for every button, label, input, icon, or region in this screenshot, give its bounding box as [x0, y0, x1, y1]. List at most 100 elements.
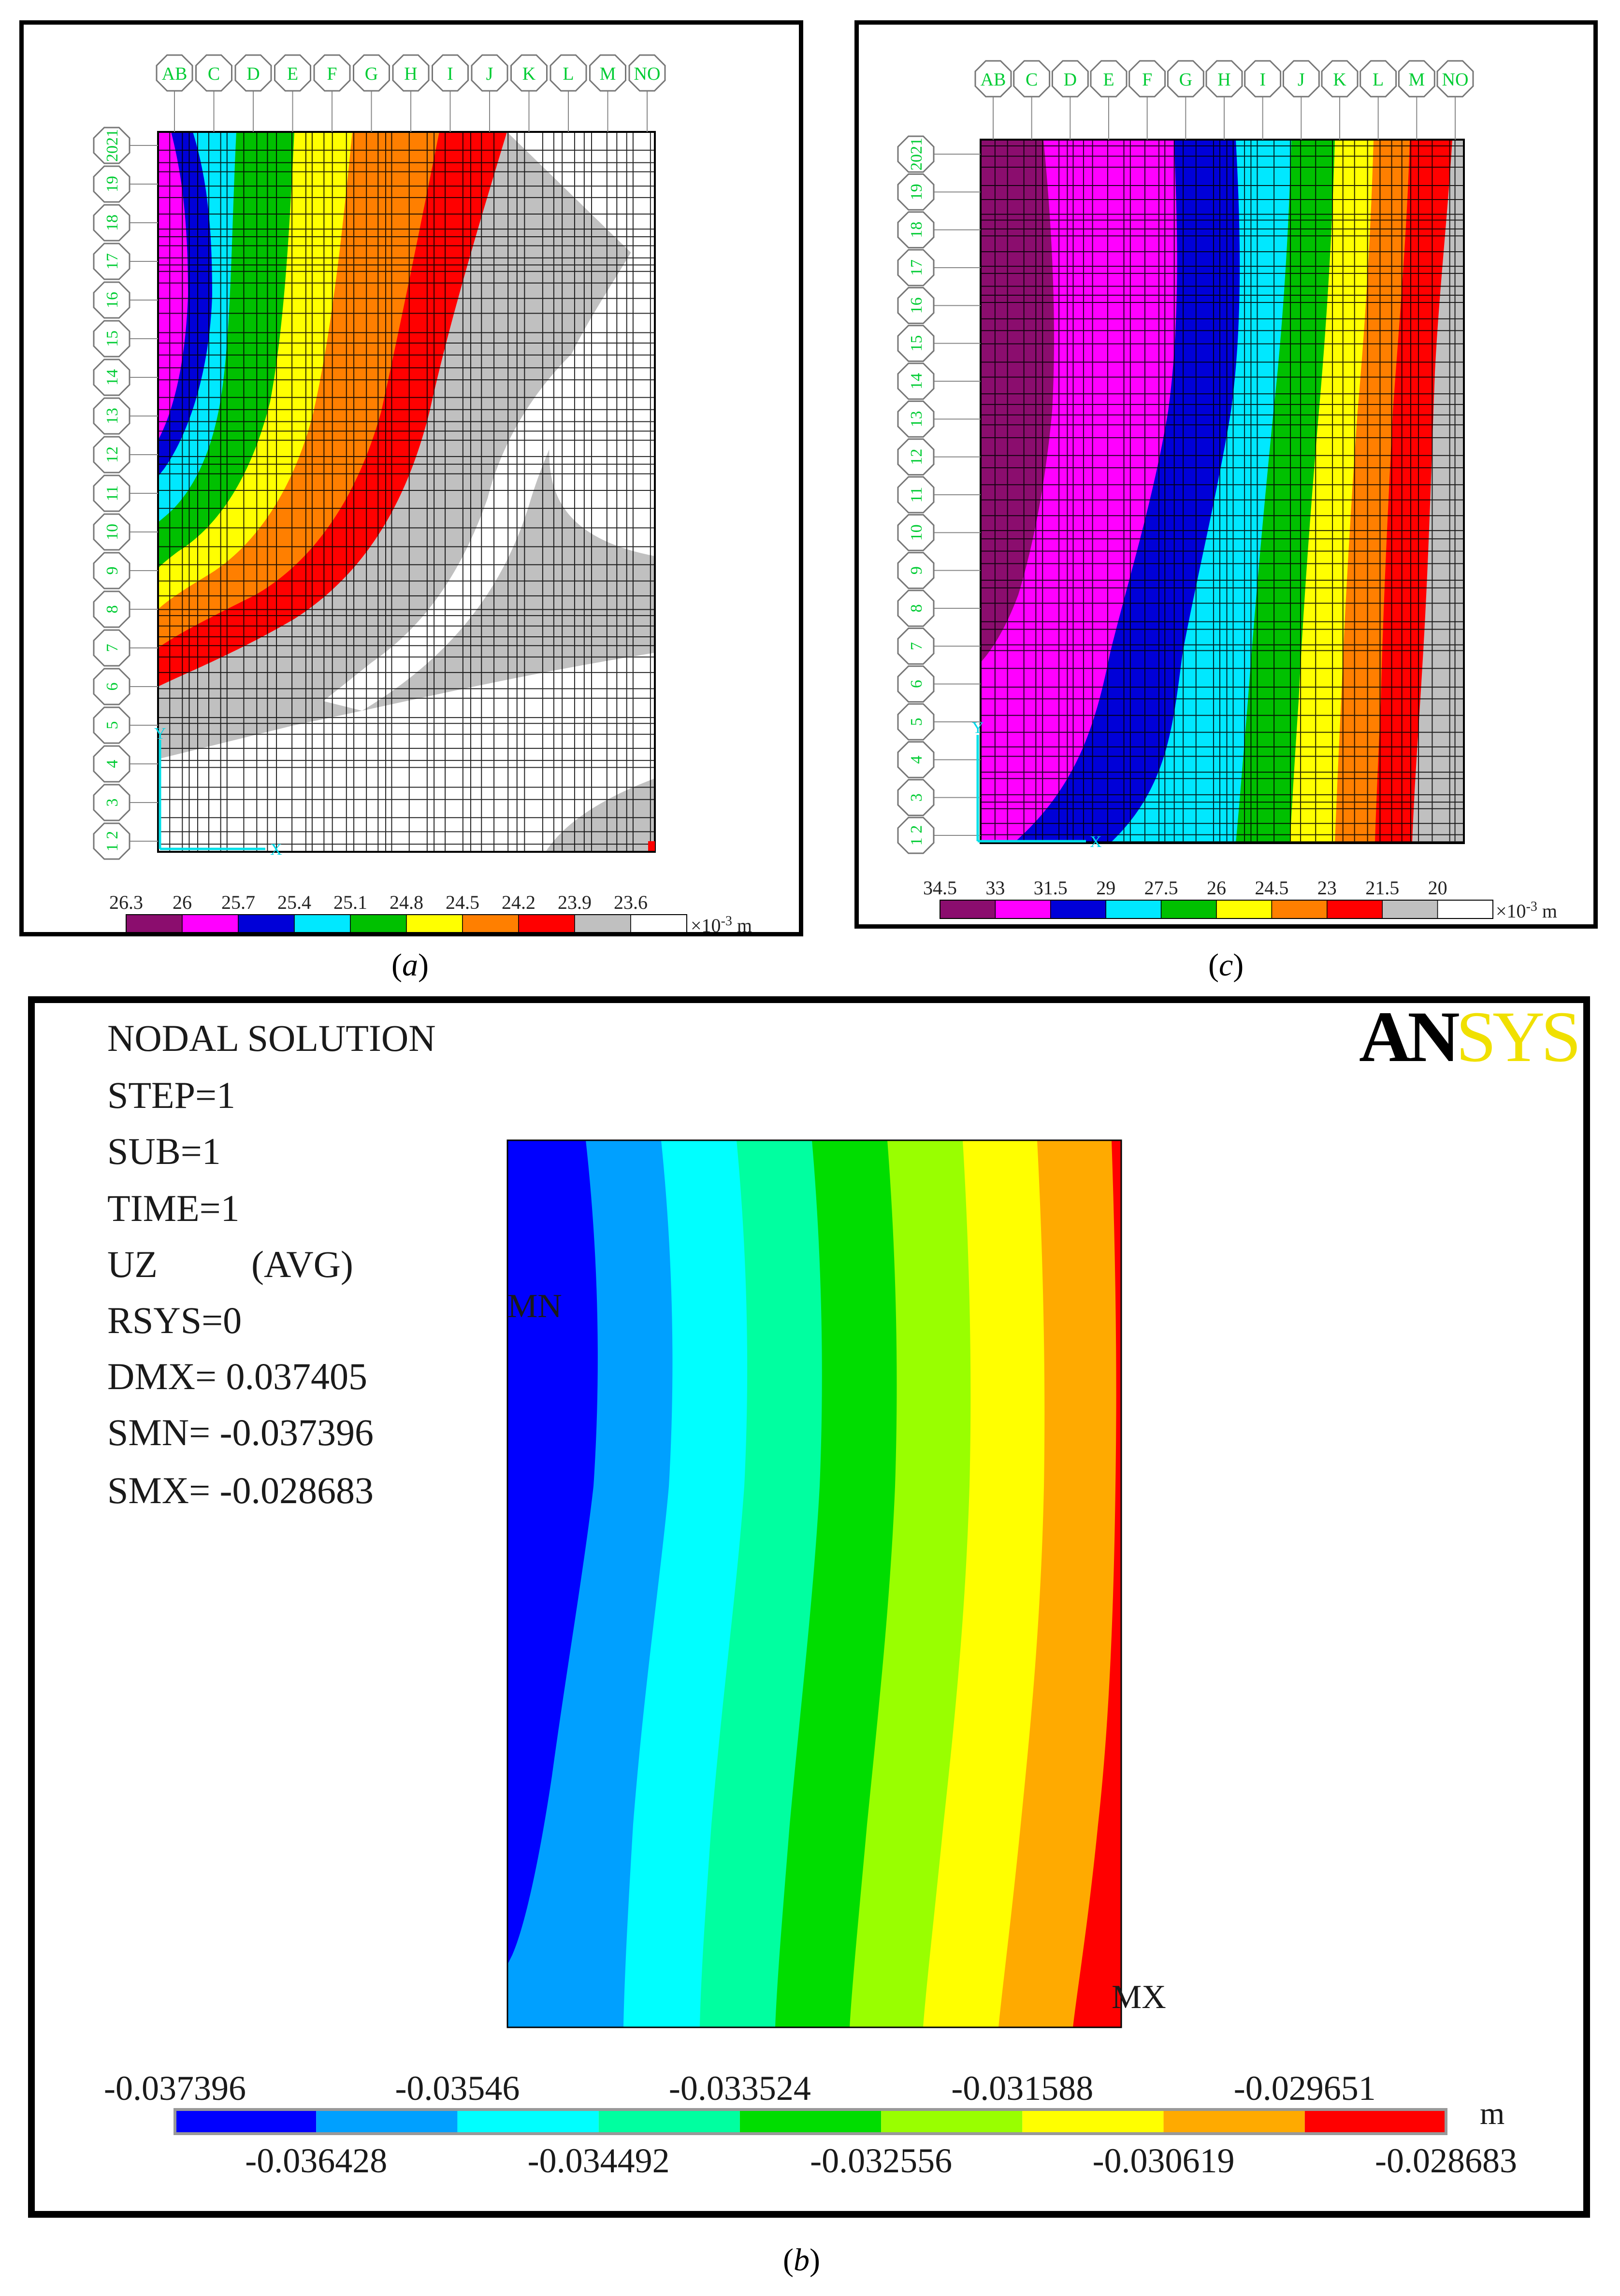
info-rsys: RSYS=0: [107, 1299, 242, 1341]
column-bubble: [974, 60, 1012, 98]
max-marker: [648, 841, 655, 851]
column-label: D: [246, 64, 260, 84]
mesh-grid: [981, 140, 1464, 843]
row-bubble: [897, 665, 935, 703]
legend-value: 25.1: [333, 891, 367, 913]
legend-swatch: [457, 2109, 599, 2134]
legend-value: 31.5: [1034, 877, 1068, 899]
band-white-mid: [323, 132, 655, 711]
column-label: NO: [634, 64, 661, 84]
row-label: 5: [103, 721, 121, 730]
column-bubble: [510, 54, 548, 92]
column-bubble: [1051, 60, 1089, 98]
column-label: G: [1179, 70, 1192, 90]
row-label: 10: [103, 524, 121, 540]
info-sub: SUB=1: [107, 1130, 221, 1172]
info-time: TIME=1: [107, 1187, 240, 1229]
row-bubble: [93, 822, 130, 860]
row-label: 11: [103, 486, 121, 502]
row-bubble: [897, 627, 935, 665]
row-label: 16: [908, 297, 926, 314]
column-label: M: [600, 64, 616, 84]
row-bubble: [897, 173, 935, 211]
row-label: 13: [908, 411, 926, 427]
svg-text:ANSYS: ANSYS: [1359, 1003, 1577, 1071]
row-bubble: [897, 362, 935, 400]
row-bubble: [897, 589, 935, 627]
legend-value: 20: [1428, 877, 1447, 899]
plot-border: [506, 1139, 1122, 2028]
legend-value-bottom: -0.030619: [1093, 2141, 1235, 2180]
legend-unit: m: [1480, 2096, 1504, 2131]
row-bubble: [897, 703, 935, 741]
row-bubble: [93, 243, 130, 280]
legend-swatch: [518, 914, 575, 932]
info-uz: UZ: [107, 1243, 158, 1285]
column-bubble: [1167, 60, 1204, 98]
legend-value: 24.5: [1255, 877, 1288, 899]
column-bubble: [1360, 60, 1397, 98]
row-label: 14: [103, 369, 121, 386]
row-label: 19: [103, 176, 121, 192]
column-label: K: [522, 64, 536, 84]
panel-a-frame: AB C D E F G H I J K L M NO 1 2 3 4 5 6 7 8 9 10 11 12 13 14 15 16…: [19, 20, 803, 936]
row-label: 9: [908, 566, 926, 574]
legend-value: 23.9: [558, 891, 592, 913]
legend-value: 26: [173, 891, 192, 913]
legend-value: 24.2: [502, 891, 535, 913]
column-label: C: [208, 64, 220, 84]
column-bubble: [274, 54, 311, 92]
legend-value: 29: [1096, 877, 1115, 899]
legend-swatch: [881, 2109, 1023, 2134]
row-label: 11: [908, 487, 926, 503]
legend-swatch: [1271, 900, 1328, 919]
legend-swatch: [126, 914, 183, 932]
legend-value: 24.5: [446, 891, 479, 913]
row-label: 10: [908, 524, 926, 541]
column-label: NO: [1442, 70, 1469, 90]
column-bubble: [392, 54, 430, 92]
legend-swatch: [182, 914, 239, 932]
column-label: AB: [981, 70, 1006, 90]
row-bubble: [93, 127, 130, 164]
panel-b-caption-letter: b: [793, 2242, 810, 2278]
row-bubble: [93, 359, 130, 396]
column-label: H: [1217, 70, 1230, 90]
column-bubble: [1205, 60, 1243, 98]
row-label: 15: [908, 335, 926, 352]
column-label: F: [1142, 70, 1152, 90]
legend-swatch: [316, 2109, 458, 2134]
column-bubble: [1013, 60, 1051, 98]
row-bubble: [897, 135, 935, 173]
row-label: 6: [103, 683, 121, 691]
column-bubble: [1436, 60, 1474, 98]
legend-swatch: [238, 914, 295, 932]
column-label: L: [563, 64, 574, 84]
column-bubble: [1090, 60, 1128, 98]
column-bubble: [353, 54, 390, 92]
row-label: 3: [103, 799, 121, 807]
column-bubble: [1321, 60, 1359, 98]
legend-value: 34.5: [923, 877, 957, 899]
row-label: 1 2: [908, 825, 926, 846]
column-label: F: [327, 64, 337, 84]
legend-bar-border: [126, 914, 687, 932]
row-label: 4: [103, 760, 121, 768]
row-bubble: [897, 287, 935, 324]
info-step: STEP=1: [107, 1074, 236, 1116]
column-label: G: [365, 64, 378, 84]
panel-c-contour-plot: AB C D E F G H I J K L M NO 1 2 3 4 5 6 7 8 9 10 11 12 13 14 15 16…: [897, 60, 1557, 922]
row-bubble: [93, 706, 130, 744]
legend-swatch: [995, 900, 1051, 919]
legend-unit: ×10-3 m: [1496, 899, 1557, 922]
panel-c-frame: AB C D E F G H I J K L M NO 1 2 3 4 5 6 7 8 9 10 11 12 13 14 15 16…: [854, 20, 1598, 929]
column-label: AB: [162, 64, 188, 84]
plot-border: [157, 131, 656, 853]
row-bubble: [93, 513, 130, 551]
legend-unit: ×10-3 m: [691, 914, 752, 932]
min-marker: MN: [507, 1288, 562, 1325]
row-label: 5: [908, 718, 926, 726]
column-label: I: [1259, 70, 1266, 90]
nodal-contour-plot: MN MX -0.037396 -0.03546 -0.033524 -0.03158…: [104, 1139, 1517, 2180]
row-bubble: [93, 784, 130, 821]
